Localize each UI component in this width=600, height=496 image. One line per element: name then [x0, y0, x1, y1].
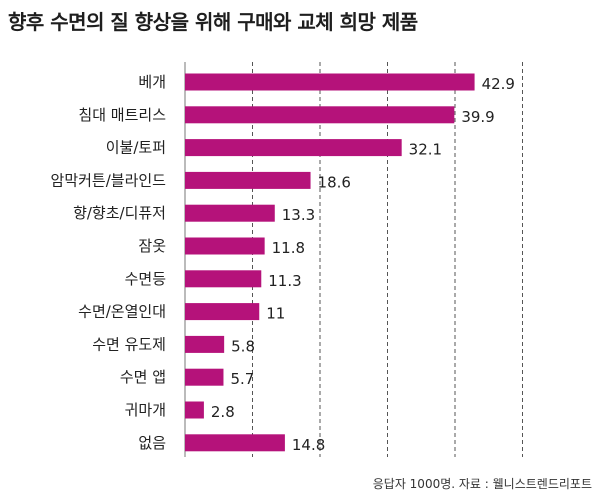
bar-3 — [185, 171, 311, 189]
bar-8 — [185, 335, 225, 353]
category-label-0: 베개 — [138, 73, 166, 91]
value-label-4: 13.3 — [282, 206, 315, 224]
value-label-2: 32.1 — [409, 141, 442, 159]
value-label-10: 2.8 — [211, 403, 235, 421]
value-label-5: 11.8 — [272, 239, 305, 257]
category-label-3: 암막커튼/블라인드 — [51, 171, 167, 189]
value-label-8: 5.8 — [231, 337, 255, 355]
value-label-11: 14.8 — [292, 436, 325, 454]
value-label-3: 18.6 — [318, 173, 351, 191]
source-note: 응답자 1000명. 자료 : 웰니스트렌드리포트 — [372, 477, 592, 491]
category-label-11: 없음 — [138, 434, 166, 452]
category-label-6: 수면등 — [125, 270, 167, 288]
bar-6 — [185, 270, 262, 288]
bar-4 — [185, 204, 275, 222]
value-label-0: 42.9 — [482, 75, 515, 93]
chart-title: 향후 수면의 질 향상을 위해 구매와 교체 희망 제품 — [8, 10, 418, 34]
category-label-1: 침대 매트리스 — [78, 106, 166, 124]
category-label-2: 이불/토퍼 — [106, 139, 166, 157]
bar-5 — [185, 237, 265, 255]
category-label-7: 수면/온열인대 — [78, 303, 166, 321]
value-label-1: 39.9 — [461, 108, 494, 126]
value-label-9: 5.7 — [230, 370, 254, 388]
bar-7 — [185, 303, 260, 321]
category-label-4: 향/향초/디퓨저 — [73, 204, 166, 222]
value-label-6: 11.3 — [268, 272, 301, 290]
value-label-7: 11 — [266, 305, 285, 323]
category-label-8: 수면 유도제 — [92, 335, 166, 353]
bar-0 — [185, 73, 475, 91]
category-label-10: 귀마개 — [125, 401, 166, 419]
bar-1 — [185, 106, 455, 124]
bar-10 — [185, 401, 204, 419]
bar-11 — [185, 434, 285, 452]
category-label-9: 수면 앱 — [120, 368, 166, 386]
grid-lines — [252, 62, 523, 457]
bars — [185, 73, 475, 452]
bar-9 — [185, 368, 224, 386]
bar-2 — [185, 139, 402, 157]
category-label-5: 잠옷 — [138, 237, 166, 255]
labels: 베개 42.9 침대 매트리스 39.9 이불/토퍼 32.1 암막커튼/블라인드 18.6 향… — [51, 73, 515, 454]
